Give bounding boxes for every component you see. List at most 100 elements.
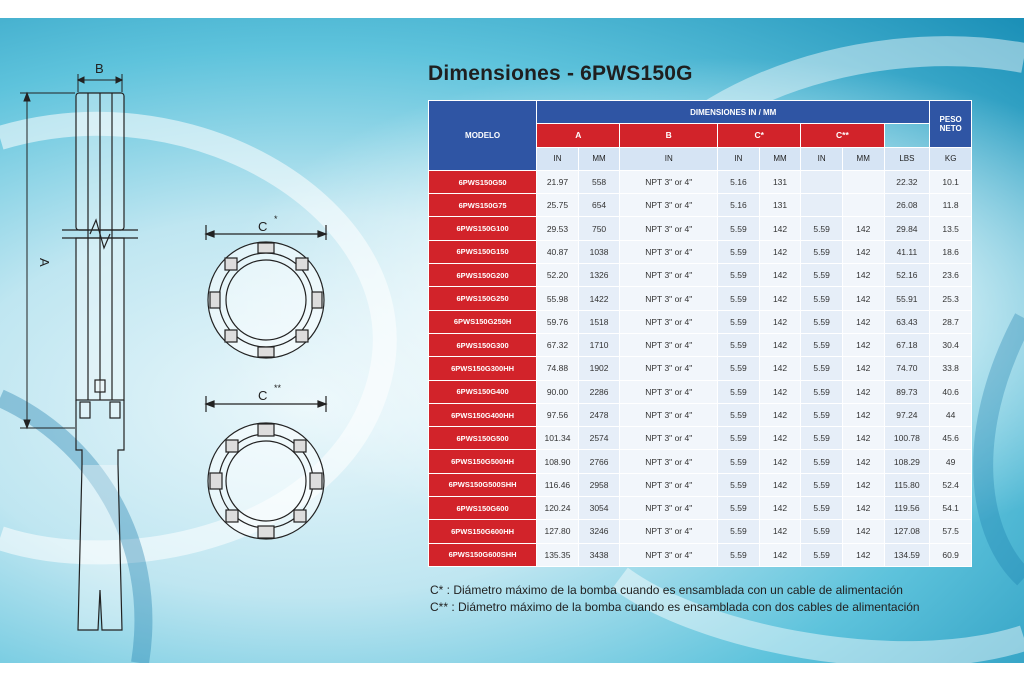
cross-section-two-cables [204, 396, 328, 540]
value-cell: 142 [841, 216, 885, 241]
value-cell: 41.11 [883, 239, 931, 265]
value-cell: NPT 3" or 4" [619, 426, 719, 451]
dimension-c1-label: C [258, 219, 267, 234]
value-cell: 5.59 [800, 519, 843, 544]
dimension-c2-label: C [258, 388, 267, 403]
value-cell: 25.3 [929, 286, 972, 311]
dimension-b [76, 74, 124, 92]
unit-header: IN [619, 146, 719, 171]
header-peso-neto: PESO NETO [929, 100, 972, 148]
value-cell: 22.32 [883, 169, 931, 195]
value-cell: 3054 [577, 496, 621, 521]
value-cell: 40.87 [536, 239, 579, 265]
value-cell: 5.59 [800, 332, 843, 358]
value-cell: 18.6 [929, 239, 972, 265]
value-cell: 3438 [577, 542, 621, 567]
value-cell: 108.90 [536, 449, 579, 474]
value-cell: 131 [758, 193, 802, 218]
value-cell: 74.88 [536, 356, 579, 381]
model-cell: 6PWS150G250 [427, 286, 538, 311]
value-cell: 30.4 [929, 332, 972, 358]
value-cell: 5.59 [717, 449, 760, 474]
table-row: 6PWS150G600 120.24 3054 NPT 3" or 4" 5.59 142… [427, 496, 972, 521]
header-col-a: A [536, 123, 621, 148]
value-cell: 142 [841, 263, 885, 288]
value-cell: 142 [841, 309, 885, 334]
unit-header: LBS [883, 146, 931, 171]
dimensions-table: MODELO DIMENSIONES IN / MM PESO NETO A B… [427, 99, 972, 567]
unit-header: IN [717, 146, 760, 171]
value-cell: 54.1 [929, 496, 972, 521]
value-cell: 120.24 [536, 496, 579, 521]
value-cell: NPT 3" or 4" [619, 309, 719, 334]
value-cell: 142 [758, 449, 802, 474]
table-row: 6PWS150G75 25.75 654 NPT 3" or 4" 5.16 131 26.… [427, 193, 972, 218]
value-cell: 60.9 [929, 542, 972, 567]
unit-row: IN MM IN IN MM IN MM LBS KG [429, 146, 972, 171]
model-cell: 6PWS150G300 [427, 332, 538, 358]
value-cell: 5.59 [800, 239, 843, 265]
table-row: 6PWS150G600HH 127.80 3246 NPT 3" or 4" 5.59 1… [427, 519, 972, 544]
value-cell: 23.6 [929, 263, 972, 288]
value-cell: 5.16 [717, 193, 760, 218]
value-cell [800, 169, 843, 195]
unit-header: MM [841, 146, 885, 171]
value-cell: 97.24 [883, 402, 931, 428]
value-cell: 5.59 [800, 472, 843, 498]
value-cell: 63.43 [883, 309, 931, 334]
value-cell: 21.97 [536, 169, 579, 195]
table-row: 6PWS150G250H 59.76 1518 NPT 3" or 4" 5.59 142… [427, 309, 972, 334]
value-cell: NPT 3" or 4" [619, 239, 719, 265]
value-cell: 115.80 [883, 472, 931, 498]
model-cell: 6PWS150G400HH [427, 402, 538, 428]
model-cell: 6PWS150G600 [427, 496, 538, 521]
value-cell: 142 [841, 402, 885, 428]
value-cell: 44 [929, 402, 972, 428]
value-cell: 28.7 [929, 309, 972, 334]
value-cell: 5.59 [800, 356, 843, 381]
value-cell: 142 [841, 379, 885, 404]
dimension-a-label: A [37, 258, 52, 267]
page-title: Dimensiones - 6PWS150G [428, 62, 693, 85]
value-cell: 67.18 [883, 332, 931, 358]
value-cell: 5.59 [717, 426, 760, 451]
value-cell: 142 [758, 286, 802, 311]
value-cell: 2286 [577, 379, 621, 404]
value-cell: 5.59 [717, 472, 760, 498]
model-cell: 6PWS150G50 [427, 169, 538, 195]
unit-header: IN [800, 146, 843, 171]
value-cell: 142 [841, 286, 885, 311]
value-cell [841, 193, 885, 218]
value-cell: 52.20 [536, 263, 579, 288]
table-row: 6PWS150G150 40.87 1038 NPT 3" or 4" 5.59 142 5… [427, 239, 972, 265]
value-cell: 142 [841, 519, 885, 544]
value-cell: NPT 3" or 4" [619, 263, 719, 288]
value-cell: 29.84 [883, 216, 931, 241]
value-cell: 5.16 [717, 169, 760, 195]
value-cell: 142 [841, 426, 885, 451]
table-row: 6PWS150G300HH 74.88 1902 NPT 3" or 4" 5.59 14… [427, 356, 972, 381]
value-cell: 55.98 [536, 286, 579, 311]
table-row: 6PWS150G600SHH 135.35 3438 NPT 3" or 4" 5.59… [427, 542, 972, 567]
value-cell: 5.59 [717, 496, 760, 521]
value-cell: 119.56 [883, 496, 931, 521]
model-cell: 6PWS150G300HH [427, 356, 538, 381]
value-cell: 40.6 [929, 379, 972, 404]
value-cell: 3246 [577, 519, 621, 544]
value-cell: 5.59 [717, 309, 760, 334]
dimension-c1-sup: * [274, 214, 278, 224]
value-cell: NPT 3" or 4" [619, 519, 719, 544]
value-cell: 131 [758, 169, 802, 195]
value-cell: 74.70 [883, 356, 931, 381]
value-cell: NPT 3" or 4" [619, 356, 719, 381]
model-cell: 6PWS150G500SHH [427, 472, 538, 498]
value-cell: 142 [841, 542, 885, 567]
table-row: 6PWS150G500SHH 116.46 2958 NPT 3" or 4" 5.59… [427, 472, 972, 498]
value-cell: 5.59 [800, 263, 843, 288]
value-cell: NPT 3" or 4" [619, 286, 719, 311]
value-cell: 97.56 [536, 402, 579, 428]
value-cell: 142 [758, 426, 802, 451]
value-cell: 10.1 [929, 169, 972, 195]
model-cell: 6PWS150G600HH [427, 519, 538, 544]
value-cell: 5.59 [800, 449, 843, 474]
